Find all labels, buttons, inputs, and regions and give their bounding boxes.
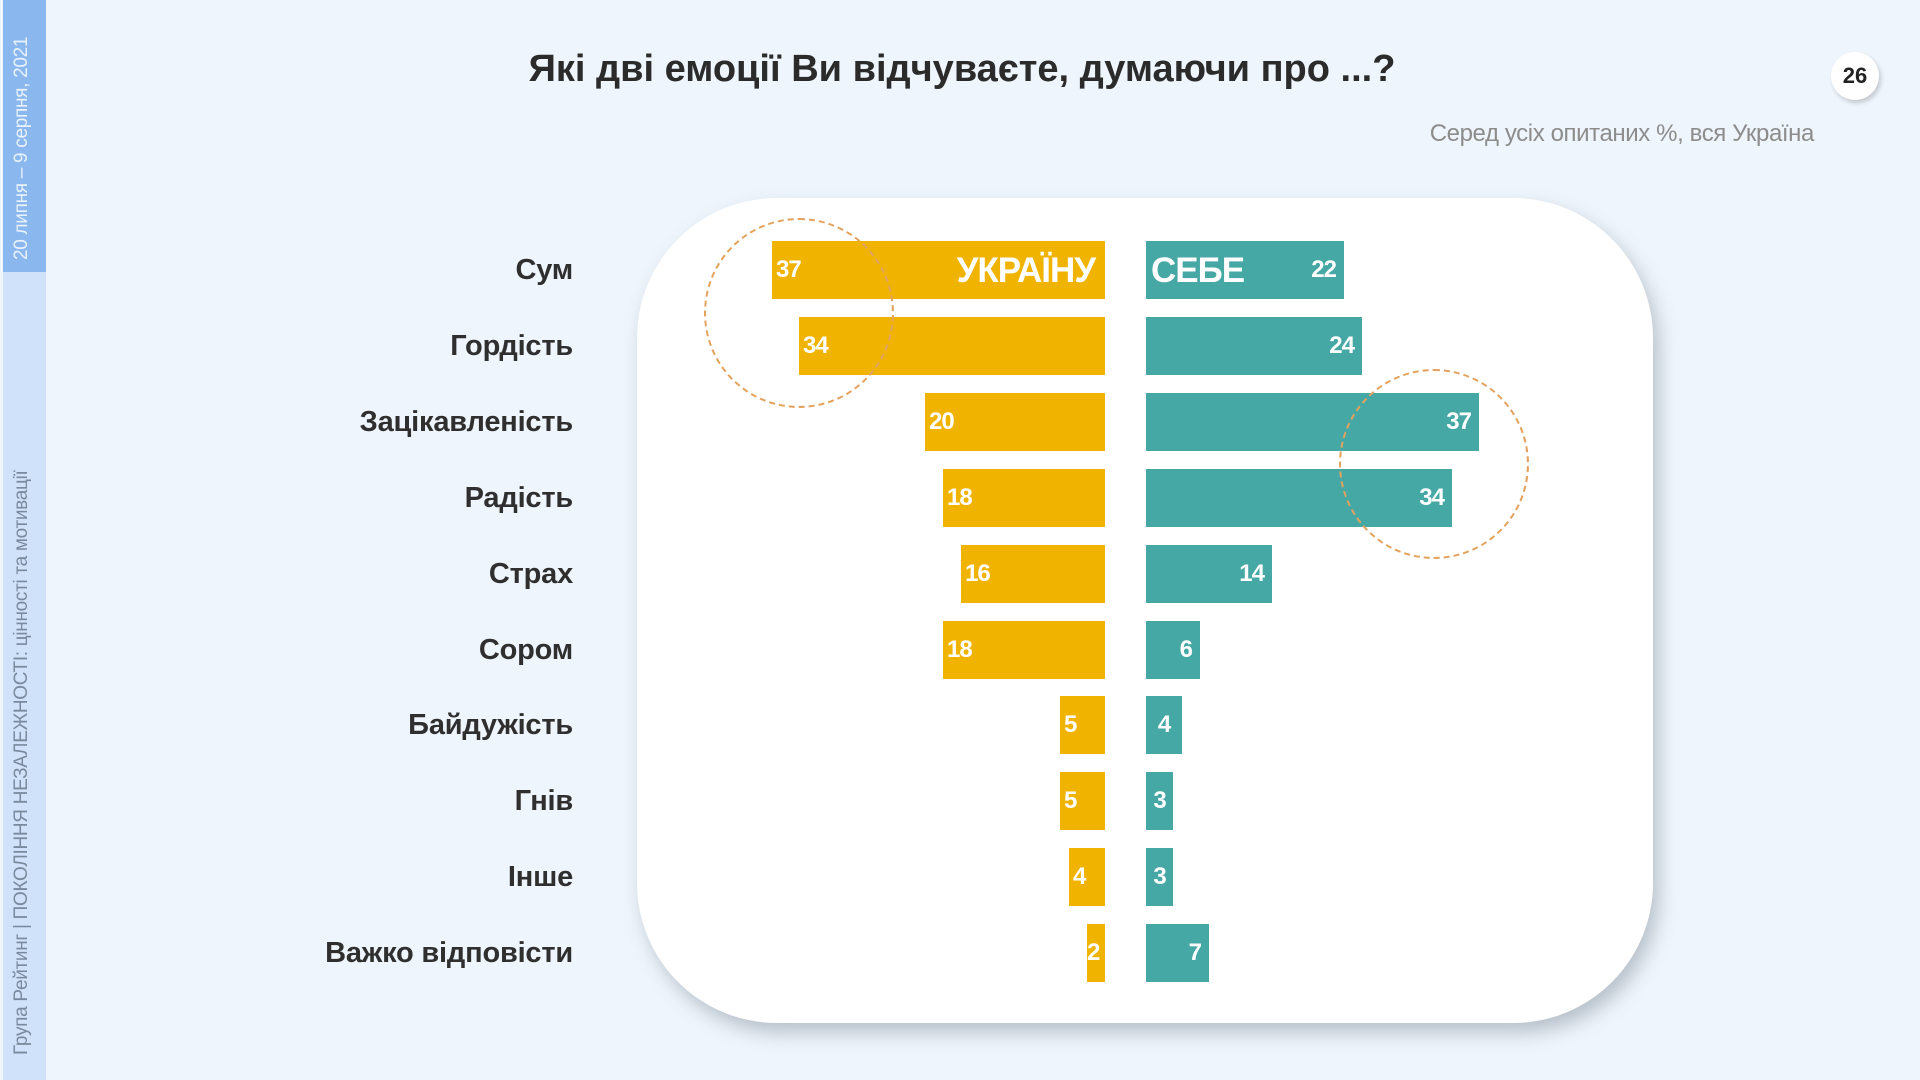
category-label: Байдужість [408, 709, 573, 741]
bar-self: 24 [1146, 317, 1362, 375]
bar-ukraine: 18 [943, 621, 1105, 679]
bar-ukraine: 18 [943, 469, 1105, 527]
category-label: Страх [488, 558, 573, 590]
category-label: Зацікавленість [359, 406, 574, 438]
bar-value-label: 16 [965, 560, 991, 587]
chart-subtitle: Серед усіх опитаних %, вся Україна [1429, 120, 1815, 147]
sidebar-date-block [3, 0, 46, 272]
bar-ukraine: 37 УКРАЇНУ [772, 241, 1105, 299]
bar-value-label: 24 [1329, 332, 1355, 359]
bar-self: 22 СЕБЕ [1146, 241, 1344, 299]
bar-value-label: 34 [803, 332, 829, 359]
bar-ukraine: 5 [1060, 772, 1105, 830]
category-label: Гнів [514, 785, 574, 817]
bar-value-label: 14 [1239, 560, 1265, 587]
bar-value-label: 18 [947, 484, 973, 511]
sidebar-strip [3, 0, 46, 1080]
bar-value-label: 37 [776, 256, 802, 283]
bar-ukraine: 4 [1069, 848, 1105, 906]
chart-title: Які дві емоції Ви відчуваєте, думаючи пр… [528, 48, 1396, 90]
bar-value-label: 22 [1311, 256, 1337, 283]
bar-value-label: 7 [1188, 939, 1202, 966]
bar-value-label: 4 [1073, 863, 1086, 890]
bar-value-label: 3 [1153, 787, 1166, 814]
category-label: Важко відповісти [325, 937, 573, 969]
bar-value-label: 18 [947, 636, 973, 663]
bar-value-label: 34 [1419, 484, 1445, 511]
bar-ukraine: 16 [961, 545, 1105, 603]
bar-value-label: 5 [1064, 711, 1077, 738]
category-label: Сум [515, 254, 573, 286]
bar-ukraine: 20 [925, 393, 1105, 451]
bar-ukraine: 34 [799, 317, 1105, 375]
category-label: Радість [464, 482, 574, 514]
bar-value-label: 5 [1064, 787, 1077, 814]
category-label: Сором [478, 634, 573, 666]
bar-ukraine: 2 [1087, 924, 1105, 982]
page-number-badge: 26 [1831, 52, 1879, 100]
bar-self: 3 [1146, 772, 1173, 830]
bar-value-label: 2 [1087, 939, 1100, 966]
category-label: Гордість [450, 330, 573, 362]
bar-self: 34 [1146, 469, 1452, 527]
series-label-self: СЕБЕ [1151, 251, 1245, 290]
bar-self: 3 [1146, 848, 1173, 906]
bar-value-label: 37 [1446, 408, 1472, 435]
bar-value-label: 4 [1157, 711, 1171, 738]
bar-value-label: 20 [929, 408, 955, 435]
bar-self: 6 [1146, 621, 1200, 679]
bar-self: 37 [1146, 393, 1479, 451]
bar-self: 4 [1146, 696, 1182, 754]
series-label-ukraine: УКРАЇНУ [956, 251, 1096, 290]
category-label: Інше [507, 861, 573, 893]
bar-ukraine: 5 [1060, 696, 1105, 754]
bar-value-label: 6 [1179, 636, 1193, 663]
bar-self: 14 [1146, 545, 1272, 603]
bar-self: 7 [1146, 924, 1209, 982]
bar-value-label: 3 [1153, 863, 1166, 890]
